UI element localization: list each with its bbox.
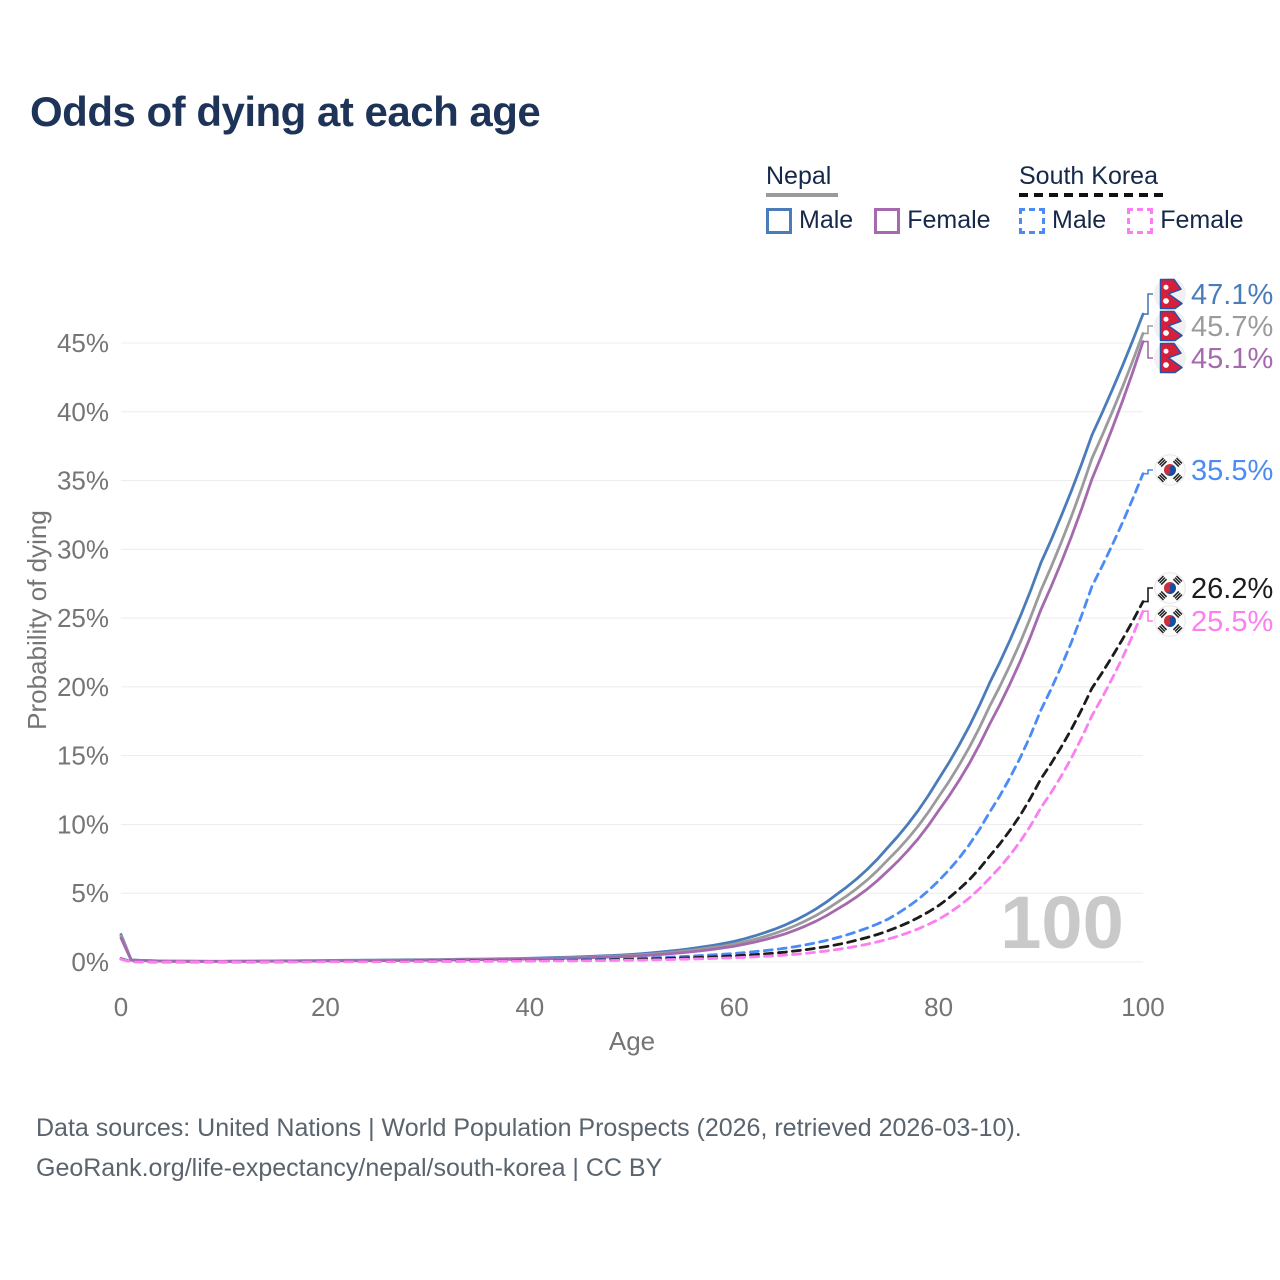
- y-tick-label: 15%: [57, 741, 109, 771]
- watermark-age-100: 100: [1000, 881, 1123, 964]
- end-label-value-south-korea-total: 26.2%: [1191, 573, 1273, 605]
- x-tick-label: 40: [515, 992, 544, 1022]
- legend-item-label: Male: [1052, 206, 1107, 234]
- y-tick-label: 35%: [57, 466, 109, 496]
- legend-item-nepal-female[interactable]: Female: [874, 206, 991, 235]
- y-tick-label: 45%: [57, 328, 109, 358]
- legend-swatch-south-korea-female: [1127, 207, 1154, 234]
- legend-swatch-nepal-male: [766, 207, 792, 234]
- end-label-value-south-korea-male: 35.5%: [1191, 455, 1273, 487]
- south-korea-flag-icon: [1154, 454, 1186, 486]
- series-line-south-korea-male: [119, 472, 1145, 964]
- footer-line-sources: Data sources: United Nations | World Pop…: [36, 1114, 1022, 1142]
- x-axis-title: Age: [609, 1026, 655, 1056]
- legend-item-nepal-male[interactable]: Male: [766, 206, 853, 235]
- legend-group-south-korea: South Korea Male Female: [1019, 162, 1265, 235]
- legend-group-title-south-korea: South Korea: [1019, 162, 1158, 190]
- legend-underline-nepal-total-line: [766, 193, 838, 197]
- south-korea-flag-icon: [1154, 605, 1186, 637]
- legend-item-south-korea-female[interactable]: Female: [1127, 206, 1244, 235]
- legend-swatch-nepal-female: [874, 207, 901, 234]
- x-tick-label: 60: [720, 992, 749, 1022]
- end-label-connector-south-korea-male: [1143, 469, 1153, 475]
- end-label-connector-south-korea-female: [1143, 610, 1153, 622]
- legend-group-nepal: Nepal Male Female: [766, 162, 1012, 235]
- x-tick-label: 20: [311, 992, 340, 1022]
- series-line-nepal-female: [119, 340, 1145, 963]
- data-source-footer: Data sources: United Nations | World Pop…: [36, 1108, 1022, 1188]
- y-axis-title: Probability of dying: [22, 510, 52, 730]
- legend-item-label: Female: [907, 206, 991, 234]
- footer-line-attribution: GeoRank.org/life-expectancy/nepal/south-…: [36, 1154, 663, 1182]
- y-tick-label: 30%: [57, 534, 109, 564]
- y-tick-label: 20%: [57, 672, 109, 702]
- y-tick-label: 25%: [57, 603, 109, 633]
- nepal-flag-icon: [1154, 342, 1186, 374]
- legend-item-label: Female: [1160, 206, 1244, 234]
- series-line-nepal-male: [119, 312, 1145, 963]
- series-line-nepal-total: [119, 332, 1145, 963]
- x-tick-label: 0: [114, 992, 128, 1022]
- end-label-value-nepal-male: 47.1%: [1191, 279, 1273, 311]
- x-tick-label: 100: [1121, 992, 1164, 1022]
- legend-item-label: Male: [799, 206, 854, 234]
- end-label-connector-south-korea-total: [1143, 587, 1153, 603]
- legend-swatch-south-korea-male: [1019, 207, 1045, 234]
- south-korea-flag-icon: [1154, 572, 1186, 604]
- y-tick-label: 40%: [57, 397, 109, 427]
- end-label-value-nepal-female: 45.1%: [1191, 343, 1273, 375]
- end-label-connector-nepal-female: [1143, 340, 1153, 359]
- y-tick-label: 0%: [71, 947, 109, 977]
- end-label-connector-nepal-total: [1143, 325, 1153, 335]
- end-label-value-nepal-total: 45.7%: [1191, 311, 1273, 343]
- nepal-flag-icon: [1154, 278, 1186, 310]
- series-line-south-korea-female: [119, 609, 1145, 964]
- y-tick-label: 5%: [71, 878, 109, 908]
- nepal-flag-icon: [1154, 310, 1186, 342]
- legend-underline-south-korea-total-line: [1019, 193, 1164, 197]
- x-tick-label: 80: [924, 992, 953, 1022]
- legend-item-south-korea-male[interactable]: Male: [1019, 206, 1106, 235]
- series-line-south-korea-total: [119, 600, 1145, 964]
- legend-group-title-nepal: Nepal: [766, 162, 832, 190]
- end-label-connector-nepal-male: [1143, 293, 1153, 315]
- y-tick-label: 10%: [57, 809, 109, 839]
- page-title: Odds of dying at each age: [30, 88, 541, 135]
- end-label-value-south-korea-female: 25.5%: [1191, 606, 1273, 638]
